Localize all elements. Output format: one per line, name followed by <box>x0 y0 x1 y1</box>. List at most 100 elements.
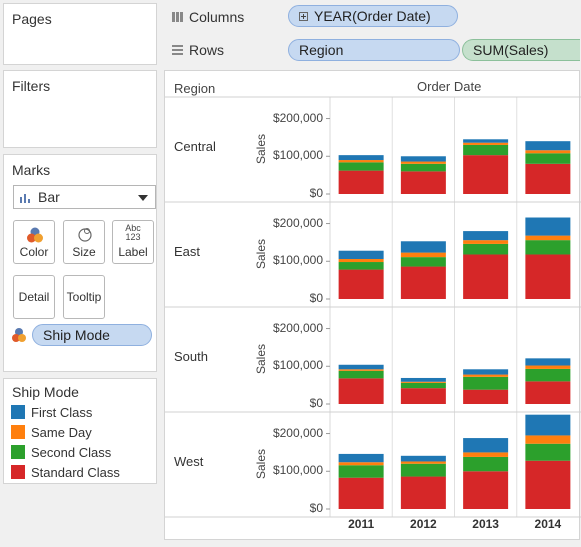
bar-same-day[interactable] <box>525 150 571 154</box>
bar-second-class[interactable] <box>525 153 571 164</box>
bar-first-class[interactable] <box>525 414 571 436</box>
bar-second-class[interactable] <box>463 376 509 390</box>
bar-second-class[interactable] <box>525 443 571 461</box>
bar-standard-class[interactable] <box>400 266 446 299</box>
bar-first-class[interactable] <box>400 377 446 382</box>
ship-mode-pill[interactable]: Ship Mode <box>32 324 152 346</box>
bar-second-class[interactable] <box>463 456 509 472</box>
chevron-down-icon[interactable] <box>138 195 148 201</box>
bar-first-class[interactable] <box>400 241 446 253</box>
bar-first-class[interactable] <box>338 155 384 161</box>
bar-standard-class[interactable] <box>463 155 509 194</box>
legend-label: Same Day <box>31 424 92 440</box>
legend-item[interactable]: First Class <box>11 404 92 420</box>
legend-item[interactable]: Second Class <box>11 444 111 460</box>
columns-label-text: Columns <box>189 9 245 25</box>
legend-swatch <box>11 405 25 419</box>
bar-second-class[interactable] <box>338 262 384 270</box>
year-order-date-pill[interactable]: YEAR(Order Date) <box>288 5 458 27</box>
bar-second-class[interactable] <box>463 243 509 255</box>
bar-first-class[interactable] <box>338 250 384 260</box>
rows-shelf-label: Rows <box>172 42 224 58</box>
pages-title: Pages <box>12 11 52 27</box>
viz-pane[interactable]: Region Order Date Central Sales $0 $100,000… <box>164 70 581 540</box>
bar-same-day[interactable] <box>338 259 384 263</box>
bar-standard-class[interactable] <box>525 381 571 404</box>
bar-same-day[interactable] <box>463 240 509 244</box>
legend-item[interactable]: Standard Class <box>11 464 120 480</box>
bar-second-class[interactable] <box>525 240 571 255</box>
bar-standard-class[interactable] <box>338 477 384 509</box>
label-button[interactable]: Abc 123 Label <box>112 220 154 264</box>
bar-second-class[interactable] <box>338 465 384 478</box>
bar-standard-class[interactable] <box>338 170 384 194</box>
bar-same-day[interactable] <box>338 369 384 371</box>
bar-same-day[interactable] <box>400 161 446 164</box>
filters-card[interactable]: Filters <box>3 70 157 148</box>
bar-standard-class[interactable] <box>400 476 446 509</box>
bar-same-day[interactable] <box>463 374 509 377</box>
expand-icon[interactable] <box>299 12 308 21</box>
rows-label-text: Rows <box>189 42 225 58</box>
bar-second-class[interactable] <box>400 163 446 172</box>
bar-second-class[interactable] <box>400 382 446 389</box>
bar-standard-class[interactable] <box>463 254 509 299</box>
x-tick-label: 2014 <box>534 517 562 531</box>
bar-first-class[interactable] <box>338 364 384 370</box>
bar-first-class[interactable] <box>463 231 509 241</box>
bar-second-class[interactable] <box>400 257 446 267</box>
detail-button[interactable]: Detail <box>13 275 55 319</box>
bar-same-day[interactable] <box>525 365 571 369</box>
bar-standard-class[interactable] <box>400 171 446 194</box>
legend-swatch <box>11 425 25 439</box>
bar-standard-class[interactable] <box>525 460 571 509</box>
color-label: Color <box>19 245 49 259</box>
ship-mode-pill-label: Ship Mode <box>43 327 110 343</box>
region-pill[interactable]: Region <box>288 39 460 61</box>
legend-item[interactable]: Same Day <box>11 424 92 440</box>
color-icon <box>27 227 43 243</box>
bar-second-class[interactable] <box>400 463 446 477</box>
year-order-date-label: YEAR(Order Date) <box>314 8 431 24</box>
bar-first-class[interactable] <box>525 217 571 236</box>
bar-standard-class[interactable] <box>338 378 384 404</box>
legend-card: Ship Mode First Class Same Day Second Clas… <box>3 378 157 484</box>
bar-standard-class[interactable] <box>525 254 571 299</box>
bar-first-class[interactable] <box>525 358 571 366</box>
tooltip-button[interactable]: Tooltip <box>63 275 105 319</box>
bar-first-class[interactable] <box>463 139 509 143</box>
rows-icon <box>172 45 183 55</box>
bar-second-class[interactable] <box>525 368 571 382</box>
bar-first-class[interactable] <box>400 156 446 162</box>
bar-standard-class[interactable] <box>463 471 509 509</box>
bar-second-class[interactable] <box>338 162 384 171</box>
chart-canvas <box>165 96 581 518</box>
bar-standard-class[interactable] <box>525 163 571 194</box>
bar-same-day[interactable] <box>338 160 384 163</box>
bar-first-class[interactable] <box>525 141 571 151</box>
bar-first-class[interactable] <box>400 455 446 462</box>
sum-sales-pill-label: SUM(Sales) <box>473 42 549 58</box>
color-button[interactable]: Color <box>13 220 55 264</box>
bar-first-class[interactable] <box>463 438 509 453</box>
bar-first-class[interactable] <box>338 453 384 463</box>
bar-same-day[interactable] <box>400 381 446 383</box>
bar-same-day[interactable] <box>525 235 571 241</box>
bar-standard-class[interactable] <box>338 269 384 299</box>
bar-same-day[interactable] <box>338 462 384 466</box>
sum-sales-pill[interactable]: SUM(Sales) <box>462 39 580 61</box>
bar-same-day[interactable] <box>400 461 446 464</box>
bar-standard-class[interactable] <box>463 389 509 404</box>
bar-standard-class[interactable] <box>400 388 446 404</box>
bar-first-class[interactable] <box>463 369 509 375</box>
bar-chart-icon <box>20 193 32 203</box>
size-button[interactable]: Size <box>63 220 105 264</box>
bar-second-class[interactable] <box>463 144 509 156</box>
bar-second-class[interactable] <box>338 370 384 379</box>
mark-type-dropdown[interactable]: Bar <box>13 185 156 209</box>
bar-same-day[interactable] <box>463 142 509 145</box>
pages-card[interactable]: Pages <box>3 3 157 65</box>
bar-same-day[interactable] <box>400 252 446 258</box>
bar-same-day[interactable] <box>463 452 509 457</box>
bar-same-day[interactable] <box>525 435 571 444</box>
